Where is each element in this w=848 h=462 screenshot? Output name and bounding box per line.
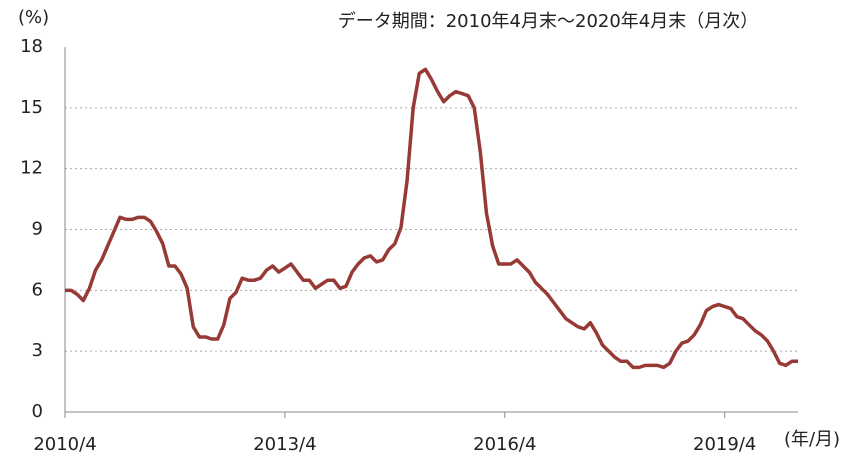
- y-tick-label: 12: [20, 158, 43, 179]
- x-tick-label: 2016/4: [473, 434, 536, 455]
- y-tick-label: 15: [20, 97, 43, 118]
- y-tick-label: 9: [32, 219, 43, 240]
- y-tick-label: 18: [20, 36, 43, 57]
- y-tick-label: 3: [32, 340, 43, 361]
- x-tick-label: 2013/4: [253, 434, 316, 455]
- chart-title: データ期間：2010年4月末～2020年4月末（月次）: [338, 11, 759, 32]
- y-tick-label: 6: [32, 279, 43, 300]
- x-tick-label: 2010/4: [33, 434, 96, 455]
- x-axis-label: (年/月): [784, 429, 840, 450]
- y-axis-label: (%): [18, 7, 49, 28]
- x-tick-label: 2019/4: [693, 434, 756, 455]
- y-tick-label: 0: [32, 401, 43, 422]
- data-line: [65, 67, 798, 370]
